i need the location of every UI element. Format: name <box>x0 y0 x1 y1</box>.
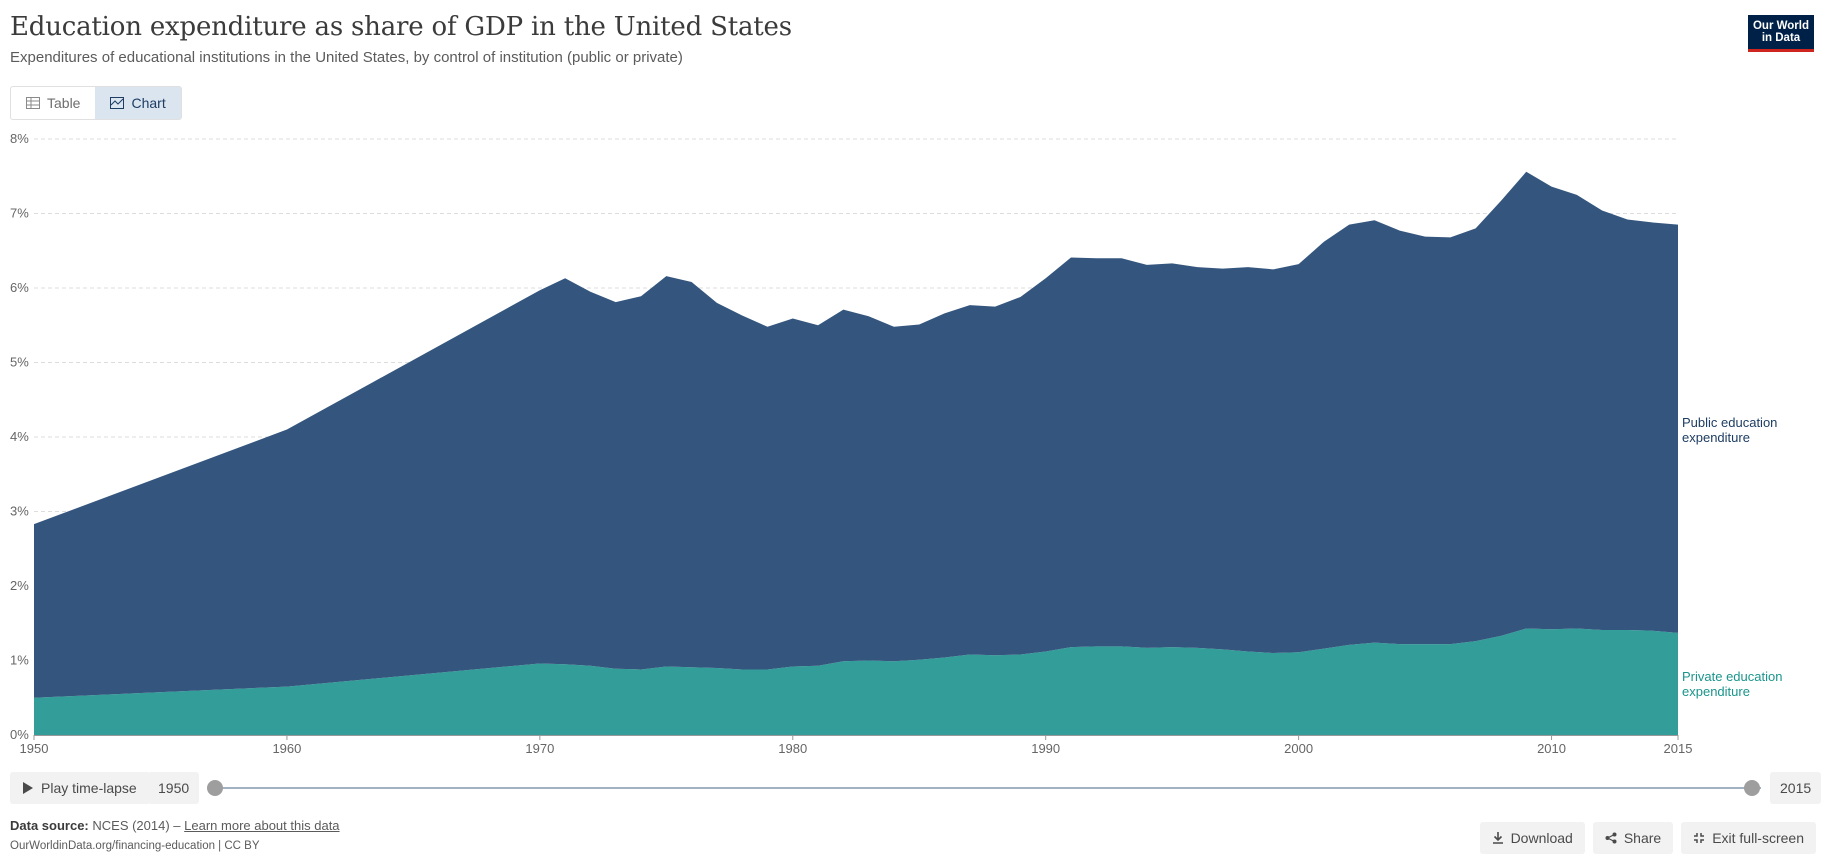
timeline-controls: Play time-lapse 1950 2015 <box>10 772 1822 806</box>
y-tick-label: 3% <box>10 504 29 519</box>
play-timelapse-button[interactable]: Play time-lapse <box>10 772 150 804</box>
download-label: Download <box>1510 830 1573 846</box>
legend-private-line-2: expenditure <box>1682 684 1750 699</box>
y-tick-label: 2% <box>10 578 29 593</box>
exit-fullscreen-button[interactable]: Exit full-screen <box>1681 822 1816 854</box>
logo-line-1: Our World <box>1752 20 1809 32</box>
share-button[interactable]: Share <box>1592 822 1674 854</box>
private-expenditure-area <box>34 628 1678 735</box>
chart-subtitle: Expenditures of educational institutions… <box>10 49 683 66</box>
data-source-text: NCES (2014) – <box>92 818 181 833</box>
timeline-slider-track[interactable] <box>213 787 1761 789</box>
public-expenditure-area <box>34 171 1678 698</box>
footer-url[interactable]: OurWorldinData.org/financing-education |… <box>10 840 260 852</box>
action-buttons: Download Share Exit full-screen <box>1479 822 1816 854</box>
timeline-start-handle[interactable] <box>207 780 223 796</box>
y-tick-label: 1% <box>10 653 29 668</box>
x-tick-label: 1960 <box>272 741 301 756</box>
legend-public-line-1: Public education <box>1682 415 1777 430</box>
x-tick-label: 2015 <box>1664 741 1693 756</box>
download-icon <box>1492 832 1503 844</box>
view-tabs: Table Chart <box>10 86 182 120</box>
y-tick-label: 7% <box>10 206 29 221</box>
y-tick-label: 5% <box>10 355 29 370</box>
data-source-label: Data source: <box>10 818 89 833</box>
x-tick-label: 1990 <box>1031 741 1060 756</box>
download-button[interactable]: Download <box>1479 822 1585 854</box>
share-label: Share <box>1623 830 1662 846</box>
x-tick-label: 1970 <box>525 741 554 756</box>
tab-table-label: Table <box>47 95 81 111</box>
play-icon <box>23 782 33 794</box>
chart-title: Education expenditure as share of GDP in… <box>10 12 792 42</box>
x-tick-label: 2000 <box>1284 741 1313 756</box>
x-tick-label: 2010 <box>1537 741 1566 756</box>
x-tick-label: 1980 <box>778 741 807 756</box>
learn-more-link[interactable]: Learn more about this data <box>184 818 340 833</box>
y-tick-label: 0% <box>10 727 29 742</box>
chart-areas <box>34 171 1678 735</box>
chart-axes: 0% 1% 2% 3% 4% 5% 6% 7% 8% 1950 1960 1970 1980 1990 20… <box>10 131 1692 756</box>
y-tick-label: 6% <box>10 280 29 295</box>
end-year-label: 2015 <box>1770 772 1822 804</box>
chart-legend: Public education expenditure Private edu… <box>1682 415 1782 699</box>
share-icon <box>1605 832 1617 844</box>
legend-public-line-2: expenditure <box>1682 430 1750 445</box>
data-source: Data source: NCES (2014) – Learn more ab… <box>10 818 340 833</box>
owid-logo[interactable]: Our World in Data <box>1748 15 1814 52</box>
timeline-end-handle[interactable] <box>1744 780 1760 796</box>
y-tick-label: 4% <box>10 429 29 444</box>
legend-private-line-1: Private education <box>1682 669 1782 684</box>
play-timelapse-label: Play time-lapse <box>41 780 137 796</box>
area-chart: 0% 1% 2% 3% 4% 5% 6% 7% 8% 1950 1960 1970 1980 1990 20… <box>10 131 1782 756</box>
x-tick-label: 1950 <box>20 741 49 756</box>
y-tick-label: 8% <box>10 131 29 146</box>
tab-table[interactable]: Table <box>11 87 95 119</box>
tab-chart-label: Chart <box>131 95 166 111</box>
tab-chart[interactable]: Chart <box>95 87 181 119</box>
logo-line-2: in Data <box>1761 32 1801 44</box>
start-year-label: 1950 <box>148 772 200 804</box>
chart-icon <box>110 97 125 109</box>
exit-fullscreen-icon <box>1694 833 1705 843</box>
table-icon <box>26 97 40 109</box>
exit-fullscreen-label: Exit full-screen <box>1712 830 1804 846</box>
